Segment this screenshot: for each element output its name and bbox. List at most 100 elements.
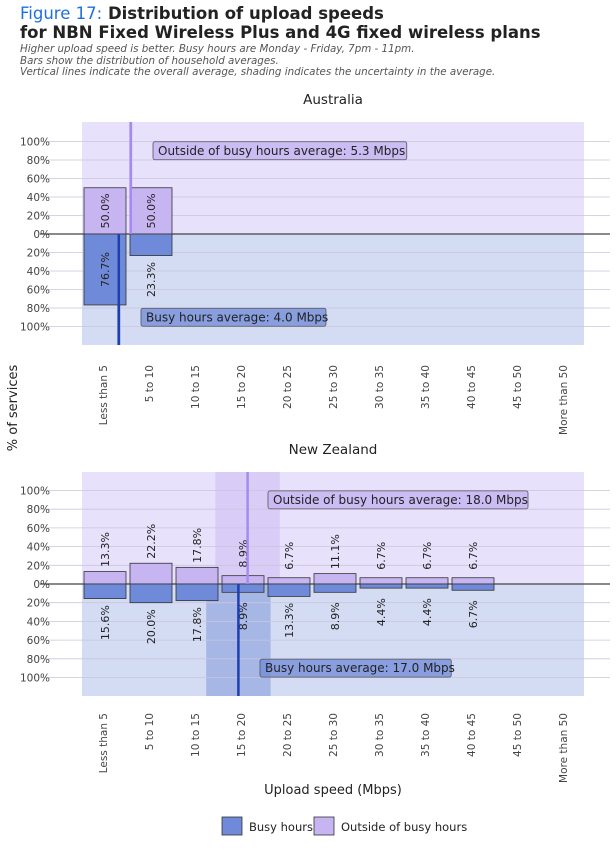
x-tick-label: 35 to 40 xyxy=(420,365,432,409)
legend-label-busy: Busy hours xyxy=(249,820,313,834)
y-tick-label: 40% xyxy=(27,192,50,204)
x-tick-label: Less than 5 xyxy=(98,365,110,425)
busy-hours-bar xyxy=(359,583,403,589)
bar-value-label: 17.8% xyxy=(191,607,204,642)
y-tick-label: 60% xyxy=(27,174,50,186)
x-tick-label: 10 to 15 xyxy=(190,713,202,757)
legend-swatch-outside xyxy=(313,816,335,836)
title-line-2: for NBN Fixed Wireless Plus and 4G fixed… xyxy=(20,23,541,42)
x-tick-label: 45 to 50 xyxy=(512,365,524,409)
y-tick-label: 80% xyxy=(27,155,50,167)
chart-subtitle: Higher upload speed is better. Busy hour… xyxy=(20,43,496,79)
bar-value-label: 50.0% xyxy=(99,193,112,228)
y-tick-label: 40% xyxy=(27,616,50,628)
y-tick-label: 20% xyxy=(27,598,50,610)
outside-busy-hours-bar xyxy=(267,577,311,585)
outside-busy-hours-bar xyxy=(359,577,403,585)
outside-average-annotation-box xyxy=(267,490,529,510)
outside-average-annotation-box xyxy=(152,141,408,161)
x-axis-label: Upload speed (Mbps) xyxy=(264,783,402,798)
busy-hours-bar xyxy=(175,583,219,602)
busy-average-annotation-box xyxy=(140,307,327,327)
outside-busy-hours-bar xyxy=(83,571,127,585)
bar-value-label: 4.4% xyxy=(421,598,434,626)
busy-hours-bar xyxy=(267,583,311,597)
figure-label: Figure 17: xyxy=(20,4,103,23)
bar-value-label: 8.9% xyxy=(237,602,250,630)
y-tick-label: 0% xyxy=(33,579,50,591)
bar-value-label: 6.7% xyxy=(283,542,296,570)
legend-label-outside: Outside of busy hours xyxy=(341,820,467,834)
outside-average-annotation: Outside of busy hours average: 18.0 Mbps xyxy=(273,493,528,507)
bar-value-label: 6.7% xyxy=(421,542,434,570)
x-tick-label: 40 to 45 xyxy=(466,713,478,757)
y-axis-label: % of services xyxy=(6,365,21,452)
y-tick-label: 100% xyxy=(20,673,50,685)
y-tick-label: 80% xyxy=(27,303,50,315)
bar-value-label: 4.4% xyxy=(375,598,388,626)
bar-value-label: 13.3% xyxy=(99,532,112,567)
y-tick-label: 80% xyxy=(27,504,50,516)
bar-value-label: 20.0% xyxy=(145,609,158,644)
bar-value-label: 13.3% xyxy=(283,603,296,638)
x-tick-label: 40 to 45 xyxy=(466,365,478,409)
bar-value-label: 50.0% xyxy=(145,193,158,228)
bar-value-label: 76.7% xyxy=(99,252,112,287)
y-tick-label: 20% xyxy=(27,248,50,260)
outside-busy-hours-bar xyxy=(83,187,127,235)
panel-title: New Zealand xyxy=(289,442,378,458)
x-tick-label: 30 to 35 xyxy=(374,713,386,757)
busy-hours-bar xyxy=(313,583,357,593)
y-tick-label: 100% xyxy=(20,486,50,498)
bar-value-label: 15.6% xyxy=(99,605,112,640)
outside-average-annotation: Outside of busy hours average: 5.3 Mbps xyxy=(158,144,405,158)
x-tick-label: 20 to 25 xyxy=(282,713,294,757)
x-tick-label: 35 to 40 xyxy=(420,713,432,757)
x-tick-label: 10 to 15 xyxy=(190,365,202,409)
y-tick-label: 40% xyxy=(27,266,50,278)
x-tick-label: 45 to 50 xyxy=(512,713,524,757)
busy-hours-bar xyxy=(83,583,127,599)
x-tick-label: 5 to 10 xyxy=(144,365,156,402)
x-tick-label: Less than 5 xyxy=(98,713,110,773)
busy-hours-bar xyxy=(405,583,449,589)
x-tick-label: 20 to 25 xyxy=(282,365,294,409)
outside-busy-hours-bar xyxy=(451,577,495,585)
x-tick-label: 15 to 20 xyxy=(236,365,248,409)
y-tick-label: 60% xyxy=(27,523,50,535)
bar-value-label: 6.7% xyxy=(467,542,480,570)
bar-value-label: 17.8% xyxy=(191,528,204,563)
x-tick-label: 30 to 35 xyxy=(374,365,386,409)
legend-swatch-busy xyxy=(221,816,243,836)
subtitle-line: Vertical lines indicate the overall aver… xyxy=(20,66,496,78)
outside-busy-hours-bar xyxy=(221,575,265,585)
outside-busy-hours-bar xyxy=(405,577,449,585)
busy-average-annotation: Busy hours average: 17.0 Mbps xyxy=(265,661,455,675)
bar-value-label: 8.9% xyxy=(329,602,342,630)
bar-value-label: 23.3% xyxy=(145,262,158,297)
busy-average-annotation-box xyxy=(259,658,452,678)
outside-busy-hours-bar xyxy=(175,566,219,585)
busy-hours-bar xyxy=(221,583,265,593)
y-tick-label: 60% xyxy=(27,285,50,297)
bar-value-label: 6.7% xyxy=(467,600,480,628)
chart-title: Figure 17: Distribution of upload speeds… xyxy=(20,4,541,42)
x-tick-label: 5 to 10 xyxy=(144,713,156,750)
y-tick-label: 60% xyxy=(27,635,50,647)
outside-busy-hours-bar xyxy=(313,573,357,585)
y-tick-label: 80% xyxy=(27,654,50,666)
x-tick-label: 25 to 30 xyxy=(328,365,340,409)
title-line-1: Distribution of upload speeds xyxy=(107,4,384,23)
subtitle-line: Bars show the distribution of household … xyxy=(20,54,279,67)
x-tick-label: More than 50 xyxy=(558,713,570,783)
busy-hours-bar xyxy=(129,583,173,604)
bar-value-label: 22.2% xyxy=(145,524,158,559)
outside-busy-hours-bar xyxy=(129,562,173,585)
panel-title: Australia xyxy=(303,92,363,108)
bar-value-label: 6.7% xyxy=(375,542,388,570)
x-tick-label: 25 to 30 xyxy=(328,713,340,757)
x-tick-label: 15 to 20 xyxy=(236,713,248,757)
y-tick-label: 100% xyxy=(20,137,50,149)
subtitle-line: Higher upload speed is better. Busy hour… xyxy=(20,43,415,55)
